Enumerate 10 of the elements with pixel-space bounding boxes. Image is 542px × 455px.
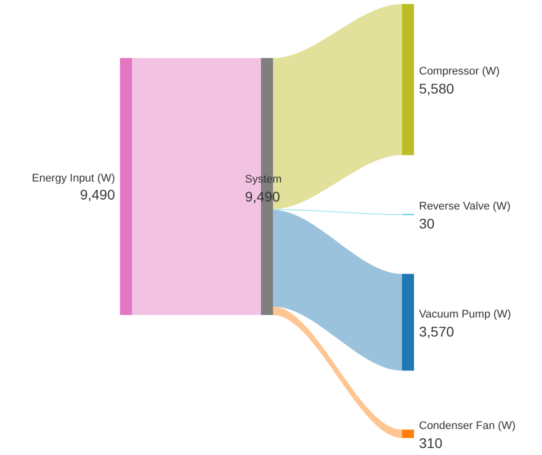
data-label: 9,490 bbox=[80, 186, 116, 202]
category-label: Energy Input (W) bbox=[32, 172, 115, 184]
category-label: Reverse Valve (W) bbox=[419, 200, 510, 213]
category-label: Condenser Fan (W) bbox=[419, 420, 516, 432]
data-label: 310 bbox=[419, 434, 443, 451]
data-label: 3,570 bbox=[419, 323, 454, 340]
category-label: Compressor (W) bbox=[419, 66, 500, 78]
data-label: 30 bbox=[419, 216, 435, 232]
data-label: 5,580 bbox=[419, 80, 454, 97]
category-label: Vacuum Pump (W) bbox=[419, 308, 512, 320]
